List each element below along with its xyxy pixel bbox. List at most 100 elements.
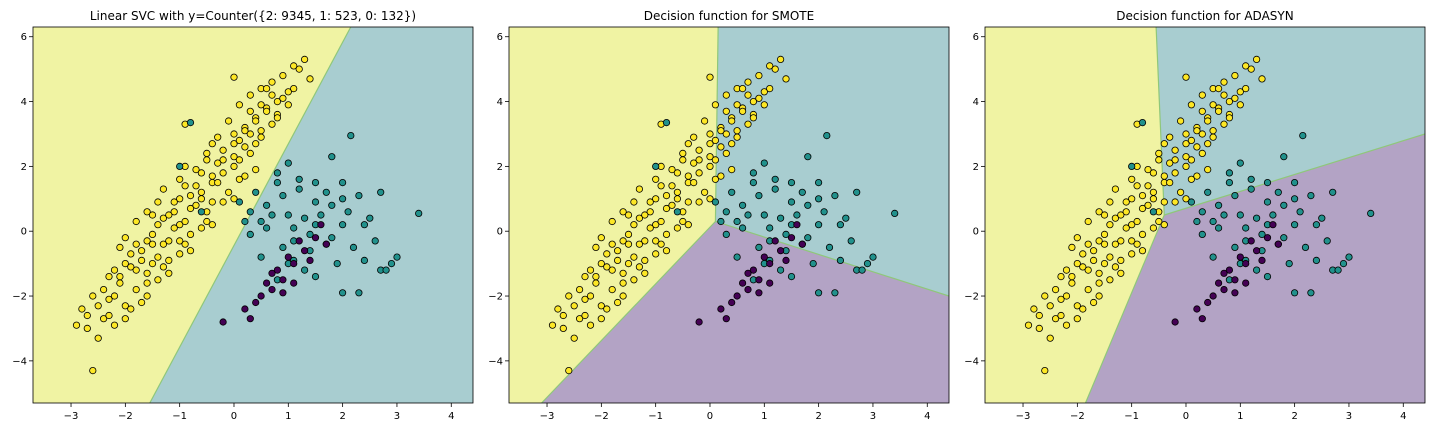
point-class-2 — [279, 72, 287, 80]
point-class-2 — [1133, 182, 1141, 190]
point-class-1 — [273, 169, 281, 177]
point-class-0 — [262, 279, 271, 287]
point-class-2 — [619, 292, 627, 300]
point-class-2 — [728, 140, 736, 148]
point-class-2 — [1057, 295, 1065, 303]
point-class-2 — [1220, 78, 1228, 86]
x-tick-label: 4 — [1400, 411, 1406, 422]
point-class-2 — [197, 195, 205, 203]
point-class-2 — [646, 208, 654, 216]
point-class-2 — [1046, 302, 1054, 310]
point-class-2 — [570, 302, 578, 310]
point-class-2 — [127, 305, 135, 313]
point-class-1 — [284, 159, 292, 167]
point-class-2 — [1117, 211, 1125, 219]
point-class-2 — [273, 98, 281, 106]
point-class-0 — [695, 318, 703, 326]
point-class-2 — [159, 263, 167, 271]
point-class-2 — [203, 217, 211, 226]
point-class-2 — [1106, 198, 1114, 206]
point-class-2 — [684, 172, 692, 180]
point-class-1 — [776, 266, 785, 274]
point-class-2 — [717, 127, 725, 135]
point-class-2 — [744, 78, 752, 86]
x-tick-label: 0 — [231, 411, 237, 422]
scatter-points — [72, 55, 423, 375]
point-class-2 — [766, 62, 774, 70]
x-tick-label: 3 — [870, 411, 876, 422]
point-class-2 — [1225, 98, 1234, 106]
point-class-1 — [1323, 237, 1331, 245]
point-class-1 — [814, 195, 823, 203]
point-class-2 — [219, 198, 227, 206]
point-class-2 — [268, 78, 276, 86]
point-class-2 — [219, 156, 227, 164]
point-class-2 — [619, 208, 627, 216]
point-class-1 — [1307, 289, 1315, 297]
point-class-0 — [1198, 315, 1206, 323]
point-class-2 — [148, 211, 157, 219]
point-class-1 — [804, 201, 812, 209]
point-class-2 — [219, 169, 227, 177]
point-class-2 — [1052, 315, 1060, 323]
point-class-1 — [415, 209, 423, 217]
point-class-2 — [214, 179, 222, 187]
point-class-2 — [121, 259, 129, 268]
chart-title: Linear SVC with y=Counter({2: 9345, 1: 5… — [90, 9, 416, 23]
point-class-2 — [192, 201, 200, 209]
point-class-2 — [1079, 250, 1087, 258]
point-class-2 — [1122, 198, 1130, 206]
point-class-2 — [1030, 305, 1038, 313]
point-class-2 — [641, 256, 649, 264]
point-class-2 — [586, 321, 595, 329]
point-class-2 — [1155, 156, 1163, 164]
point-class-2 — [749, 114, 758, 122]
point-class-0 — [1193, 305, 1201, 313]
point-class-1 — [1247, 185, 1255, 193]
point-class-0 — [241, 305, 249, 313]
point-class-2 — [1204, 140, 1212, 148]
decision-boundary — [1084, 214, 1165, 403]
point-class-0 — [749, 266, 758, 274]
point-class-1 — [1296, 208, 1304, 216]
point-class-2 — [613, 298, 622, 307]
point-class-2 — [105, 272, 113, 281]
point-class-2 — [1111, 214, 1120, 222]
point-class-2 — [1111, 240, 1120, 248]
point-class-2 — [138, 256, 146, 264]
point-class-2 — [1182, 195, 1190, 203]
point-class-1 — [782, 230, 790, 238]
point-class-2 — [165, 269, 173, 277]
point-class-0 — [290, 279, 298, 287]
point-class-1 — [1299, 132, 1307, 140]
point-class-1 — [673, 208, 682, 216]
point-class-2 — [72, 321, 81, 329]
point-class-2 — [1193, 172, 1201, 180]
point-class-1 — [776, 214, 785, 222]
point-class-2 — [722, 130, 730, 138]
point-class-2 — [755, 72, 763, 80]
point-class-2 — [1247, 65, 1255, 73]
point-class-0 — [755, 289, 763, 297]
point-class-2 — [1149, 195, 1158, 203]
point-class-1 — [787, 179, 796, 187]
point-class-0 — [268, 285, 276, 294]
point-class-1 — [662, 119, 671, 127]
point-class-2 — [165, 237, 173, 245]
point-class-2 — [597, 259, 605, 268]
point-class-1 — [1307, 192, 1315, 200]
point-class-2 — [738, 85, 747, 93]
point-class-1 — [1225, 179, 1234, 187]
y-tick-label: 4 — [973, 97, 979, 108]
point-class-2 — [1117, 237, 1125, 245]
point-class-2 — [154, 221, 162, 229]
point-class-2 — [652, 237, 660, 245]
point-class-0 — [284, 253, 292, 261]
point-class-1 — [344, 208, 352, 216]
point-class-1 — [1215, 201, 1223, 209]
scatter-points — [1024, 55, 1375, 375]
point-class-2 — [1166, 133, 1174, 141]
point-class-1 — [1329, 188, 1337, 196]
point-class-2 — [1155, 149, 1163, 157]
point-class-2 — [116, 243, 124, 251]
